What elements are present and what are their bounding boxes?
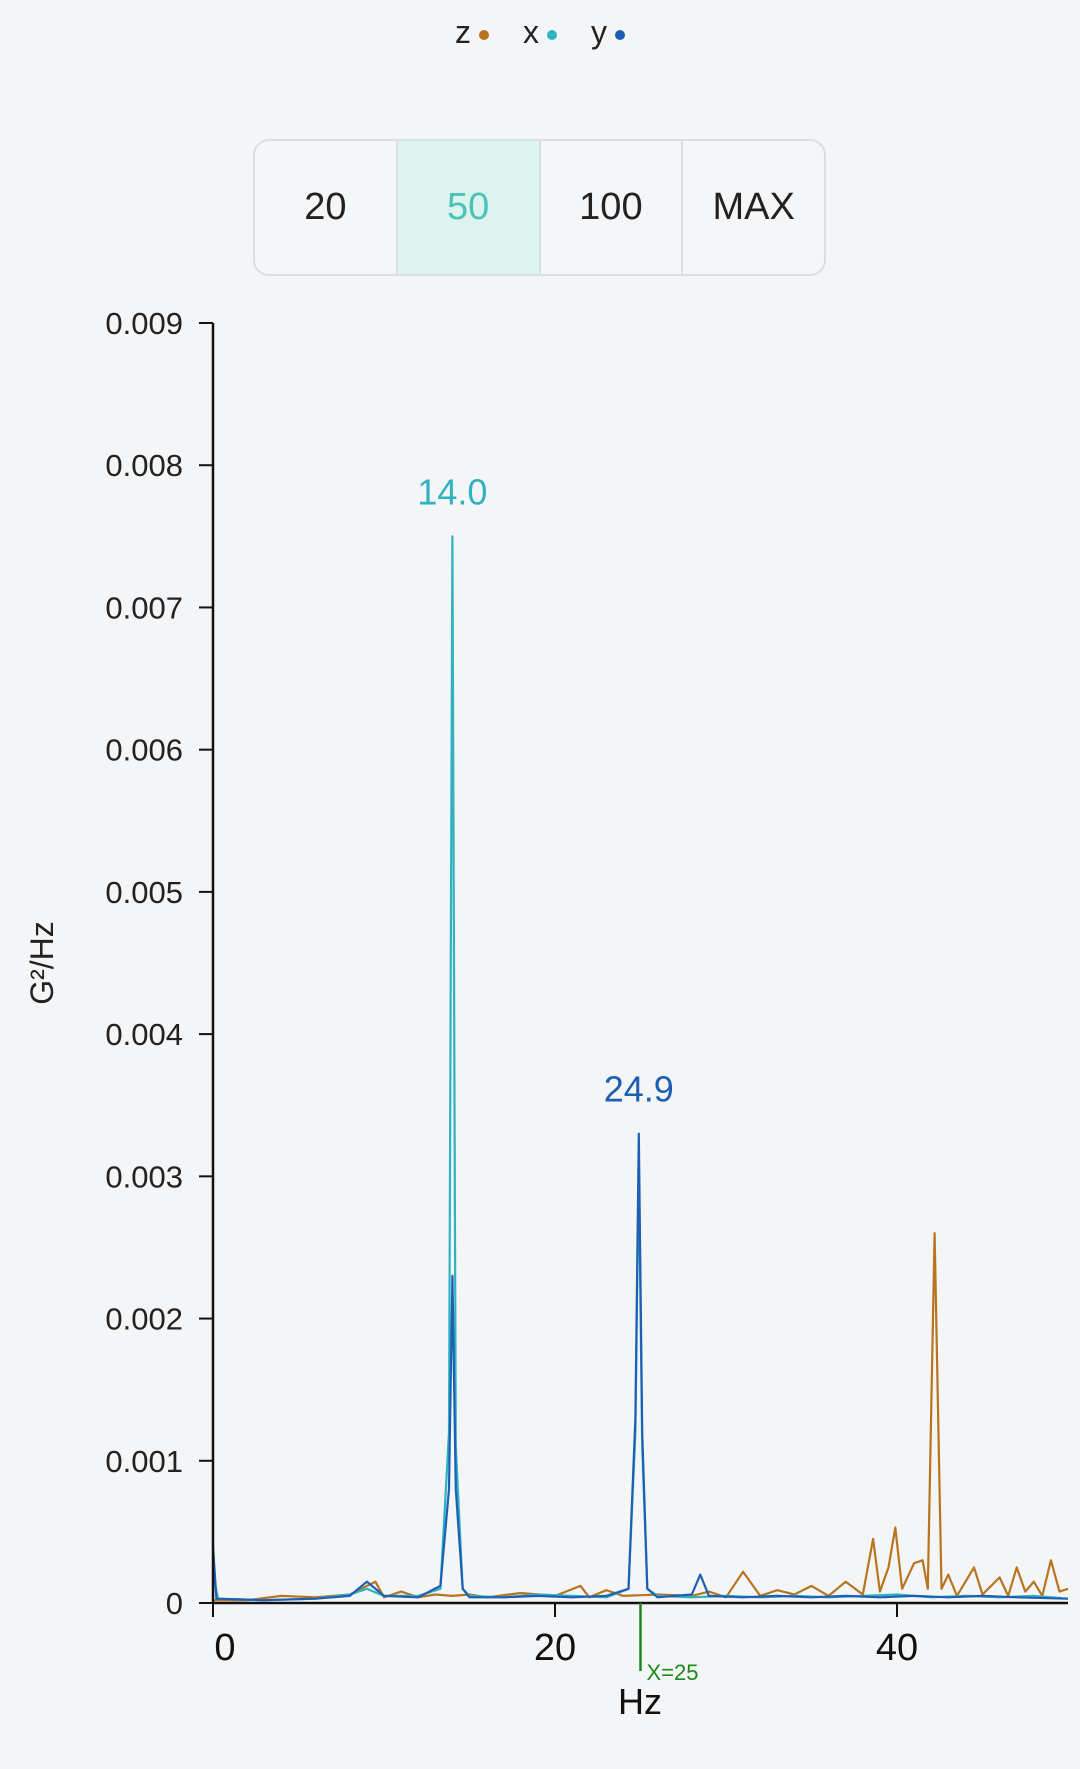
peak-label: 24.9	[604, 1069, 674, 1110]
legend-label-y: y	[591, 14, 607, 50]
range-button-max[interactable]: MAX	[712, 186, 795, 228]
legend-item-x[interactable]: x	[523, 14, 557, 51]
y-tick-label: 0.007	[105, 590, 183, 625]
series-line-z	[213, 1232, 1069, 1602]
x-axis-title: Hz	[618, 1681, 662, 1722]
peak-label: 14.0	[417, 471, 487, 512]
frequency-range-selector: 20 50 100 MAX	[253, 139, 826, 276]
x-tick-label: 20	[534, 1627, 576, 1669]
range-button-20[interactable]: 20	[255, 141, 398, 274]
y-tick-label: 0.004	[105, 1017, 183, 1052]
y-tick-label: 0.009	[105, 306, 183, 341]
legend-dot-y	[615, 29, 625, 40]
legend-label-x: x	[523, 14, 539, 50]
y-tick-label: 0.006	[105, 733, 183, 768]
x-tick-label: 40	[876, 1627, 918, 1669]
legend-item-z[interactable]: z	[455, 14, 489, 51]
legend: z x y	[0, 14, 1080, 51]
legend-item-y[interactable]: y	[591, 14, 625, 51]
range-button-100[interactable]: 100	[541, 141, 684, 274]
legend-label-z: z	[455, 14, 471, 50]
legend-dot-x	[547, 29, 557, 40]
y-tick-label: 0	[166, 1586, 183, 1621]
y-axis-title: G²/Hz	[24, 921, 60, 1005]
y-tick-label: 0.008	[105, 448, 183, 483]
y-tick-label: 0.002	[105, 1302, 183, 1337]
legend-dot-z	[479, 29, 489, 40]
x-marker-label: X=25	[647, 1660, 699, 1685]
series-line-y	[211, 1132, 1069, 1602]
range-button-50[interactable]: 50	[397, 141, 541, 274]
y-tick-label: 0.005	[105, 875, 183, 910]
x-tick-label: 0	[214, 1627, 235, 1669]
y-tick-label: 0.003	[105, 1159, 183, 1194]
y-tick-label: 0.001	[105, 1444, 183, 1479]
